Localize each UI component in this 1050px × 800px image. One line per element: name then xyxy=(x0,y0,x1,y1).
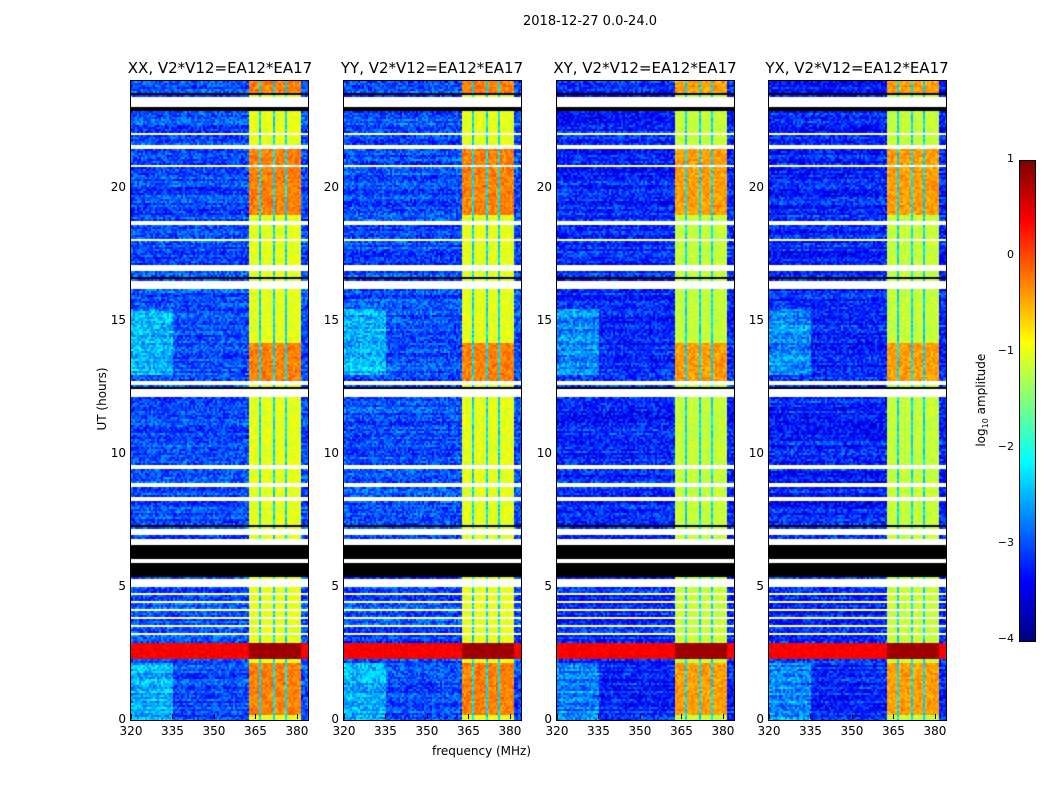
x-tick-mark xyxy=(639,714,641,719)
y-tick-label: 15 xyxy=(323,312,339,327)
x-tick-label: 380 xyxy=(285,724,309,738)
y-tick-label: 0 xyxy=(118,712,126,726)
x-tick-mark xyxy=(468,714,470,719)
heatmap-panel-xx xyxy=(130,80,309,721)
y-tick-label: 20 xyxy=(110,179,126,194)
x-tick-label: 380 xyxy=(498,724,522,738)
x-tick-label: 320 xyxy=(119,724,143,738)
x-tick-label: 320 xyxy=(332,724,356,738)
x-tick-label: 350 xyxy=(628,724,652,738)
colorbar-label-sub: 10 xyxy=(981,418,991,429)
x-tick-mark xyxy=(681,714,683,719)
x-tick-mark xyxy=(769,714,770,719)
figure-title: 2018-12-27 0.0-24.0 xyxy=(523,14,657,29)
colorbar-label: log10 amplitude xyxy=(974,340,990,460)
x-tick-label: 320 xyxy=(757,724,781,738)
y-tick-label: 5 xyxy=(544,578,552,593)
x-tick-label: 380 xyxy=(711,724,735,738)
x-tick-label: 380 xyxy=(923,724,947,738)
x-tick-label: 335 xyxy=(799,724,822,738)
heatmap-yx xyxy=(769,81,946,720)
colorbar-tick-label: −4 xyxy=(997,632,1014,645)
y-tick-label: 10 xyxy=(323,445,339,460)
colorbar-tick-label: −1 xyxy=(997,344,1014,357)
colorbar-tick-label: −3 xyxy=(997,536,1014,549)
x-tick-mark xyxy=(598,714,600,719)
y-tick-label: 10 xyxy=(748,445,764,460)
x-tick-label: 335 xyxy=(374,724,397,738)
y-tick-label: 20 xyxy=(323,179,339,194)
heatmap-panel-yx xyxy=(768,80,947,721)
x-tick-label: 320 xyxy=(545,724,569,738)
heatmap-panel-xy xyxy=(556,80,735,721)
colorbar-label-log: log xyxy=(973,428,988,447)
x-tick-label: 365 xyxy=(244,724,267,738)
heatmap-yy xyxy=(344,81,521,720)
x-tick-mark xyxy=(557,714,558,719)
colorbar-gradient xyxy=(1020,161,1035,641)
colorbar-tick-label: −2 xyxy=(997,440,1014,453)
x-tick-mark xyxy=(255,714,257,719)
x-tick-mark xyxy=(934,714,936,719)
colorbar-label-rest: amplitude xyxy=(973,353,988,419)
x-tick-mark xyxy=(213,714,215,719)
x-tick-label: 365 xyxy=(882,724,905,738)
panel-title-yx: YX, V2*V12=EA12*EA17 xyxy=(765,59,949,77)
y-tick-label: 5 xyxy=(756,578,764,593)
x-tick-mark xyxy=(131,714,132,719)
y-tick-label: 20 xyxy=(536,179,552,194)
x-tick-mark xyxy=(296,714,298,719)
x-tick-label: 350 xyxy=(840,724,864,738)
y-tick-label: 0 xyxy=(544,712,552,726)
heatmap-xy xyxy=(557,81,734,720)
y-tick-label: 10 xyxy=(110,445,126,460)
x-axis-label: frequency (MHz) xyxy=(432,744,532,758)
x-tick-label: 335 xyxy=(161,724,184,738)
y-tick-label: 5 xyxy=(331,578,339,593)
y-tick-label: 20 xyxy=(748,179,764,194)
x-tick-label: 335 xyxy=(587,724,610,738)
y-axis-label: UT (hours) xyxy=(95,367,109,431)
x-tick-mark xyxy=(509,714,511,719)
y-tick-label: 5 xyxy=(118,578,126,593)
x-tick-mark xyxy=(385,714,387,719)
x-tick-label: 350 xyxy=(415,724,439,738)
colorbar-tick-label: 1 xyxy=(1007,152,1014,165)
x-tick-mark xyxy=(172,714,174,719)
x-tick-mark xyxy=(344,714,345,719)
x-tick-label: 365 xyxy=(670,724,693,738)
panel-title-xx: XX, V2*V12=EA12*EA17 xyxy=(127,59,313,77)
x-tick-label: 365 xyxy=(457,724,480,738)
x-tick-label: 350 xyxy=(202,724,226,738)
heatmap-panel-yy xyxy=(343,80,522,721)
y-tick-label: 0 xyxy=(331,712,339,726)
heatmap-xx xyxy=(131,81,308,720)
x-tick-mark xyxy=(810,714,812,719)
x-tick-mark xyxy=(426,714,428,719)
y-tick-label: 15 xyxy=(110,312,126,327)
panel-title-xy: XY, V2*V12=EA12*EA17 xyxy=(553,59,737,77)
x-tick-mark xyxy=(722,714,724,719)
y-tick-label: 0 xyxy=(756,712,764,726)
panel-title-yy: YY, V2*V12=EA12*EA17 xyxy=(340,59,524,77)
x-tick-mark xyxy=(851,714,853,719)
x-tick-mark xyxy=(893,714,895,719)
colorbar xyxy=(1019,160,1036,642)
y-tick-label: 10 xyxy=(536,445,552,460)
y-tick-label: 15 xyxy=(536,312,552,327)
y-tick-label: 15 xyxy=(748,312,764,327)
colorbar-tick-label: 0 xyxy=(1007,248,1014,261)
